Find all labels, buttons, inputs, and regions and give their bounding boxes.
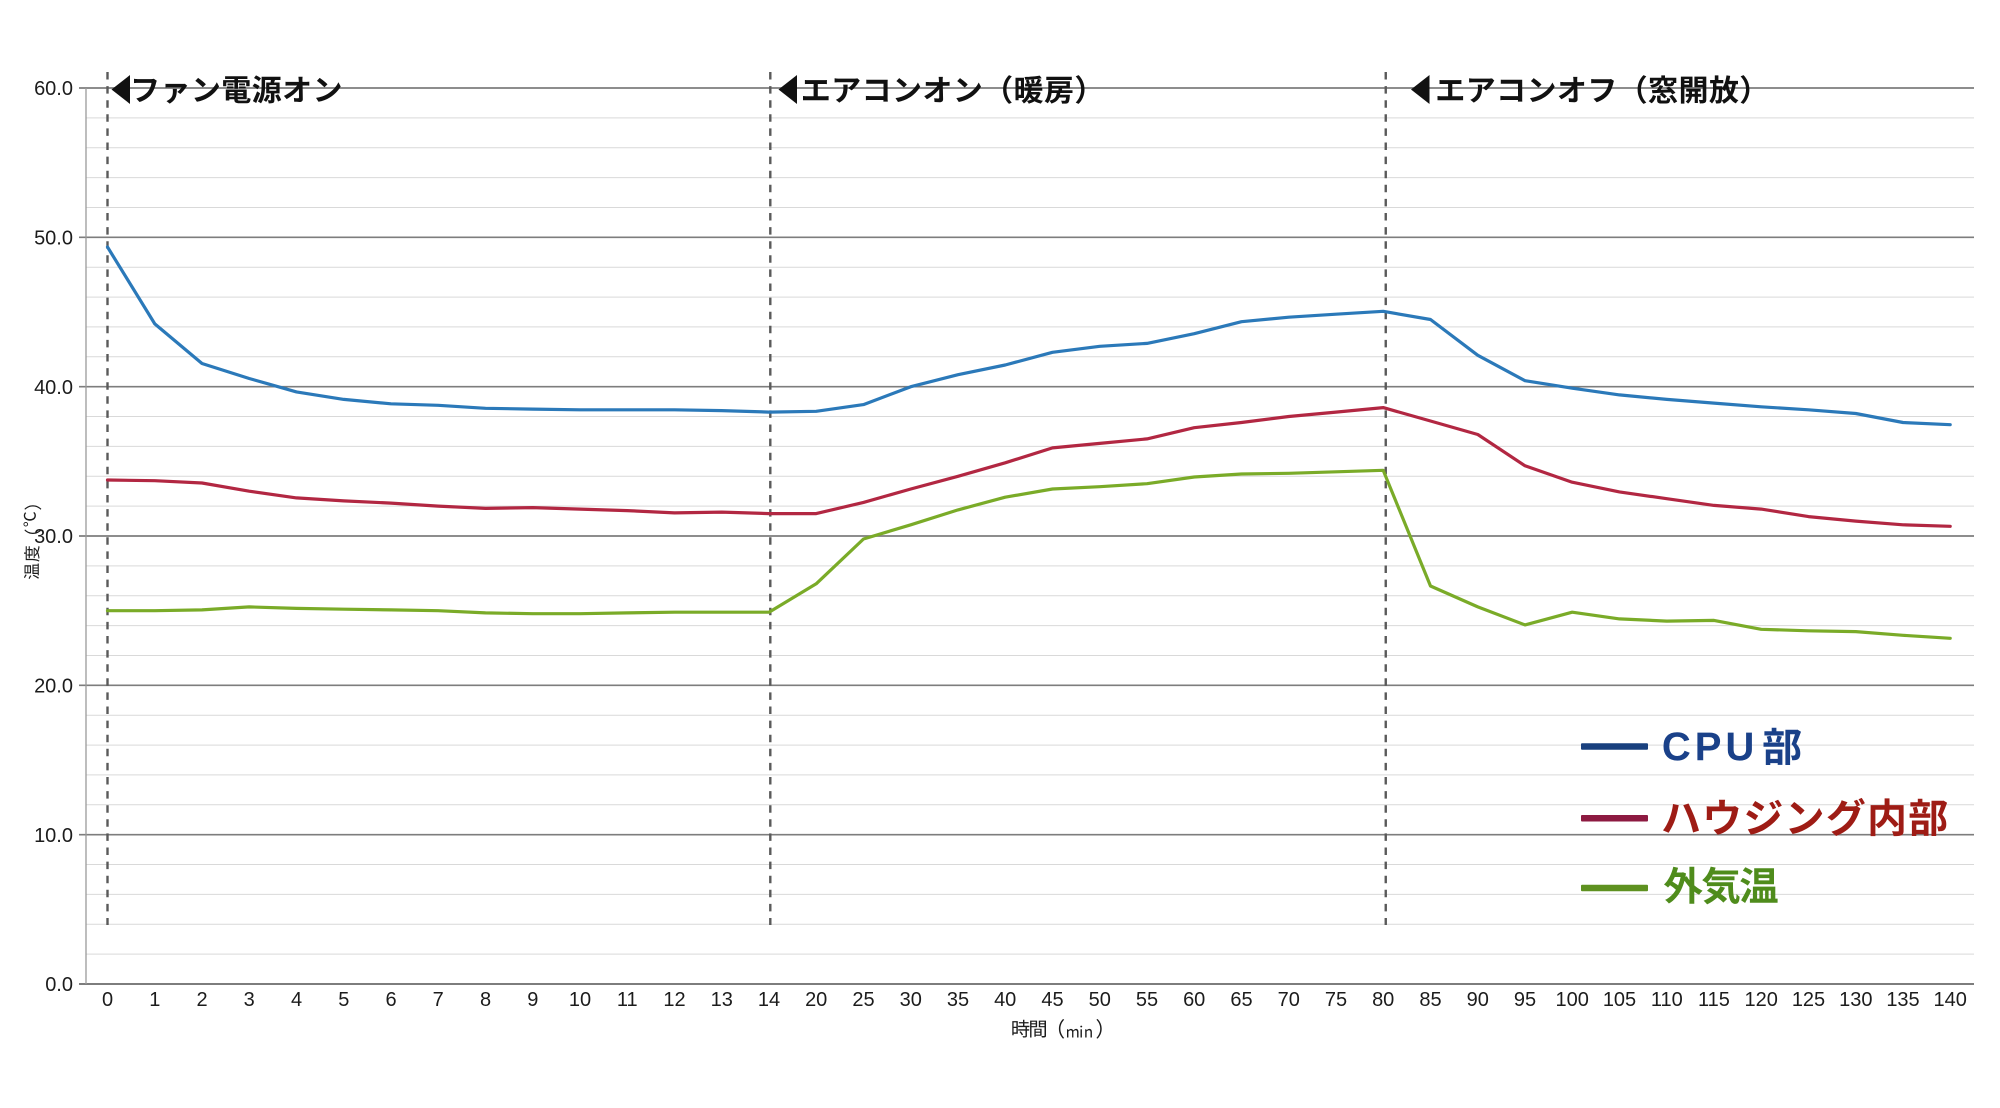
svg-text:65: 65 [1230,989,1252,1011]
svg-text:10.0: 10.0 [34,825,73,847]
svg-text:130: 130 [1839,989,1872,1011]
svg-text:105: 105 [1603,989,1636,1011]
svg-text:50.0: 50.0 [34,228,73,250]
svg-text:7: 7 [433,989,444,1011]
svg-text:3: 3 [244,989,255,1011]
svg-text:40.0: 40.0 [34,377,73,399]
svg-text:90: 90 [1467,989,1489,1011]
svg-text:30.0: 30.0 [34,526,73,548]
svg-text:70: 70 [1278,989,1300,1011]
svg-text:20.0: 20.0 [34,676,73,698]
svg-text:140: 140 [1934,989,1967,1011]
svg-text:55: 55 [1136,989,1158,1011]
svg-text:6: 6 [385,989,396,1011]
svg-text:2: 2 [196,989,207,1011]
svg-text:11: 11 [617,989,638,1011]
svg-text:8: 8 [480,989,491,1011]
svg-text:14: 14 [758,989,780,1011]
svg-text:45: 45 [1041,989,1063,1011]
svg-text:120: 120 [1745,989,1778,1011]
svg-text:35: 35 [947,989,969,1011]
svg-text:20: 20 [805,989,827,1011]
svg-text:10: 10 [569,989,591,1011]
svg-text:30: 30 [900,989,922,1011]
svg-text:125: 125 [1792,989,1825,1011]
svg-text:95: 95 [1514,989,1536,1011]
svg-text:50: 50 [1089,989,1111,1011]
svg-text:5: 5 [338,989,349,1011]
svg-text:100: 100 [1556,989,1589,1011]
svg-text:25: 25 [852,989,874,1011]
svg-text:60.0: 60.0 [34,78,73,100]
svg-text:80: 80 [1372,989,1394,1011]
svg-text:75: 75 [1325,989,1347,1011]
svg-text:0.0: 0.0 [45,974,73,996]
svg-text:40: 40 [994,989,1016,1011]
svg-text:115: 115 [1698,989,1730,1011]
svg-text:9: 9 [527,989,538,1011]
svg-text:60: 60 [1183,989,1205,1011]
svg-text:1: 1 [149,989,160,1011]
svg-text:135: 135 [1886,989,1919,1011]
svg-text:12: 12 [663,989,685,1011]
svg-text:13: 13 [711,989,733,1011]
svg-text:4: 4 [291,989,302,1011]
svg-text:110: 110 [1651,989,1683,1011]
svg-text:85: 85 [1419,989,1441,1011]
svg-text:0: 0 [102,989,113,1011]
